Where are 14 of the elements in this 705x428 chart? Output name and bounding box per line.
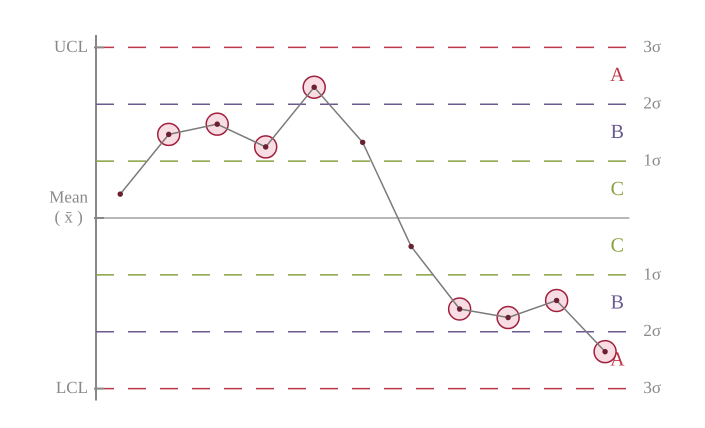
y-tick-label: 2σ <box>643 321 662 340</box>
annotation: A <box>610 64 626 86</box>
ref-line-label: UCL <box>54 36 88 56</box>
ref-line-label: Mean ( x̄ ) <box>49 187 88 226</box>
annotation: B <box>610 120 624 143</box>
y-tick-label: 3σ <box>643 378 662 398</box>
annotation: C <box>610 178 624 200</box>
annotation: C <box>610 234 624 257</box>
y-tick-label: 1σ <box>643 150 662 170</box>
ref-line-label: LCL <box>56 378 88 398</box>
y-tick-label: 3σ <box>643 36 662 56</box>
y-tick-label: 1σ <box>643 264 662 284</box>
y-tick-label: 2σ <box>643 94 662 113</box>
annotation: B <box>610 292 624 314</box>
